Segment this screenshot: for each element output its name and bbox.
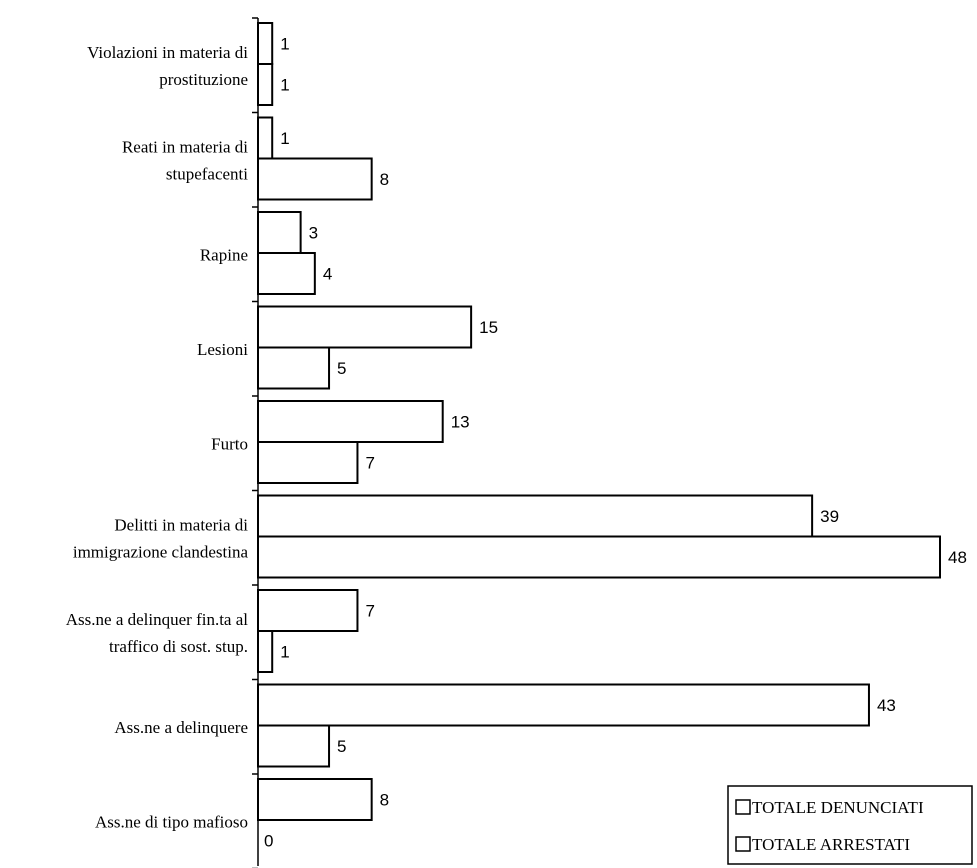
category-label-line: Ass.ne di tipo mafioso — [95, 812, 248, 831]
data-label: 15 — [479, 318, 498, 337]
category-label: Reati in materia di stupefacenti — [122, 137, 248, 183]
bar-denunciati — [257, 778, 373, 821]
data-label: 5 — [337, 359, 346, 378]
category-label: Rapine — [200, 245, 248, 264]
bar-arrestati — [257, 630, 274, 673]
category-label-line: immigrazione clandestina — [73, 542, 249, 561]
category-label: Delitti in materia di immigrazione clande… — [73, 515, 249, 561]
category-label: Ass.ne di tipo mafioso — [95, 812, 248, 831]
bar-denunciati — [257, 116, 274, 160]
data-label: 1 — [280, 76, 289, 95]
category-label: Ass.ne a delinquere — [114, 718, 248, 737]
category-label-line: traffico di sost. stup. — [109, 637, 248, 656]
category-label: Furto — [211, 434, 248, 453]
category-label-line: Ass.ne a delinquer fin.ta al — [66, 610, 248, 629]
data-label: 13 — [451, 413, 470, 432]
bar-arrestati — [257, 535, 941, 579]
category-label-line: Rapine — [200, 245, 248, 264]
legend-box — [727, 785, 973, 865]
data-label: 1 — [280, 643, 289, 662]
bar-arrestati — [257, 441, 359, 484]
category-label-line: Reati in materia di — [122, 137, 248, 156]
category-label: Violazioni in materia di prostituzione — [87, 43, 248, 89]
bar-denunciati — [257, 22, 274, 65]
data-label: 4 — [323, 265, 332, 284]
bar-denunciati — [257, 400, 444, 443]
legend-swatch — [735, 836, 751, 852]
category-label-line: Violazioni in materia di — [87, 43, 248, 62]
legend: TOTALE DENUNCIATI TOTALE ARRESTATI — [727, 785, 973, 865]
y-axis-ticks — [252, 17, 258, 868]
category-label-line: prostituzione — [159, 70, 248, 89]
data-label: 5 — [337, 737, 346, 756]
data-label: 43 — [877, 696, 896, 715]
bar-denunciati — [257, 683, 870, 727]
legend-entry: TOTALE DENUNCIATI — [752, 798, 924, 817]
category-labels: Violazioni in materia di prostituzione Rea… — [66, 43, 249, 832]
data-label: 0 — [264, 832, 273, 851]
bar-denunciati — [257, 589, 359, 632]
legend-entry: TOTALE ARRESTATI — [752, 835, 910, 854]
data-label: 48 — [948, 548, 967, 567]
category-label-line: stupefacenti — [166, 164, 248, 183]
bar-denunciati — [257, 494, 814, 538]
data-label: 39 — [820, 507, 839, 526]
data-label: 1 — [280, 129, 289, 148]
category-label-line: Ass.ne a delinquere — [114, 718, 248, 737]
legend-swatch — [735, 799, 751, 815]
data-label: 8 — [380, 170, 389, 189]
data-label: 7 — [365, 454, 374, 473]
bar-arrestati — [257, 252, 316, 295]
bar-denunciati — [257, 211, 302, 254]
bar-arrestati — [257, 346, 331, 390]
bars-group: 1 1 1 8 3 4 15 5 13 7 39 48 7 1 43 5 8 0 — [257, 22, 967, 851]
category-label: Lesioni — [197, 340, 248, 359]
bar-arrestati — [257, 63, 274, 106]
bar-arrestati — [257, 724, 331, 768]
bar-denunciati — [257, 305, 473, 349]
data-label: 7 — [365, 602, 374, 621]
bar-arrestati — [257, 157, 373, 201]
category-label: Ass.ne a delinquer fin.ta al traffico di … — [66, 610, 248, 656]
data-label: 3 — [309, 224, 318, 243]
category-label-line: Furto — [211, 434, 248, 453]
category-label-line: Lesioni — [197, 340, 248, 359]
category-label-line: Delitti in materia di — [114, 515, 248, 534]
data-label: 8 — [380, 791, 389, 810]
data-label: 1 — [280, 35, 289, 54]
